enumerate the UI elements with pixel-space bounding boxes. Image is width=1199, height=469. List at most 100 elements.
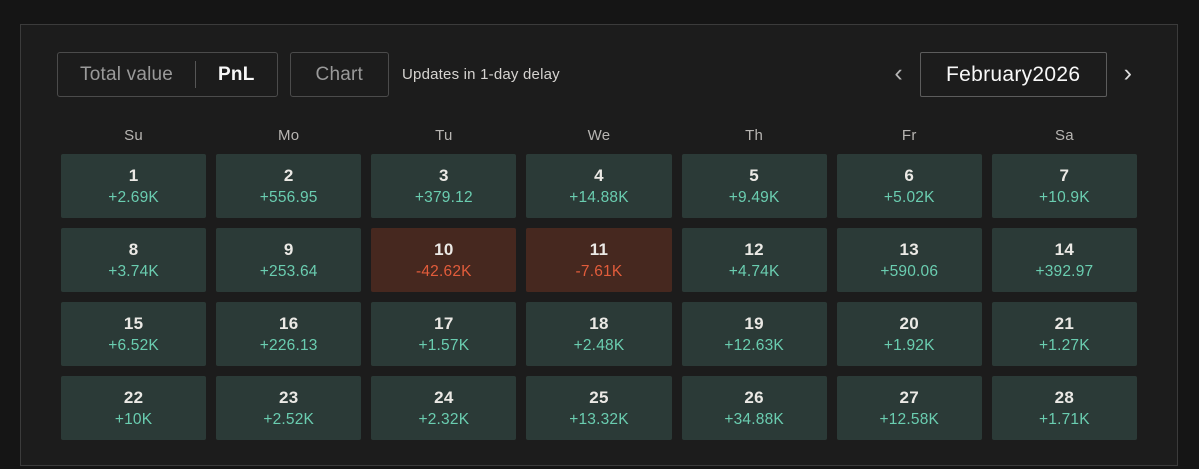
- day-pnl-value: +10.9K: [1039, 188, 1090, 206]
- day-pnl-value: +1.27K: [1039, 336, 1090, 354]
- day-number: 15: [123, 313, 144, 333]
- calendar-day-cell[interactable]: 13 +590.06: [836, 228, 982, 292]
- weekday-label: Fr: [901, 127, 917, 144]
- weekday-label: Su: [124, 127, 144, 144]
- day-number: 16: [278, 313, 299, 333]
- calendar-day-cell[interactable]: 1 +2.69K: [61, 154, 207, 218]
- day-number: 10: [434, 239, 454, 259]
- day-pnl-value: +3.74K: [108, 262, 159, 280]
- month-selector[interactable]: February2026: [919, 52, 1107, 97]
- day-pnl-value: +12.63K: [724, 336, 784, 354]
- weekday-label: Th: [745, 127, 764, 144]
- day-number: 1: [128, 165, 139, 185]
- calendar-day-cell[interactable]: 17 +1.57K: [371, 302, 517, 366]
- day-number: 2: [283, 165, 294, 185]
- day-pnl-value: +2.52K: [263, 410, 315, 428]
- day-number: 27: [899, 387, 920, 407]
- toggle-divider: [195, 61, 197, 88]
- weekday-row: Su Mo Tu We Th Fr Sa: [61, 127, 1137, 144]
- calendar-day-cell[interactable]: 14 +392.97: [991, 228, 1137, 292]
- day-number: 8: [128, 239, 139, 259]
- calendar-grid: 1 +2.69K 2 +556.95 3 +379.12 4 +14.88K 5…: [61, 154, 1137, 440]
- day-pnl-value: -7.61K: [575, 262, 623, 280]
- day-number: 21: [1054, 313, 1075, 333]
- day-number: 23: [278, 387, 299, 407]
- calendar-day-cell[interactable]: 15 +6.52K: [61, 302, 207, 366]
- day-pnl-value: +392.97: [1035, 262, 1094, 280]
- day-pnl-value: +34.88K: [724, 410, 784, 428]
- calendar-day-cell[interactable]: 12 +4.74K: [681, 228, 827, 292]
- calendar-day-cell[interactable]: 7 +10.9K: [991, 154, 1137, 218]
- day-number: 28: [1054, 387, 1075, 407]
- day-pnl-value: +13.32K: [569, 410, 629, 428]
- chart-button[interactable]: Chart: [289, 52, 390, 97]
- calendar-day-cell[interactable]: 6 +5.02K: [836, 154, 982, 218]
- day-number: 7: [1059, 165, 1070, 185]
- toggle-option-pnl[interactable]: PnL: [218, 64, 255, 85]
- day-pnl-value: +590.06: [880, 262, 939, 280]
- calendar-day-cell[interactable]: 11 -7.61K: [526, 228, 672, 292]
- day-number: 25: [589, 387, 609, 407]
- day-pnl-value: +1.92K: [883, 336, 935, 354]
- day-pnl-value: +2.69K: [108, 188, 159, 206]
- calendar-day-cell[interactable]: 5 +9.49K: [681, 154, 827, 218]
- day-number: 18: [589, 313, 609, 333]
- pnl-calendar-panel: Total value PnL Chart Updates in 1-day d…: [20, 24, 1178, 466]
- calendar-day-cell[interactable]: 9 +253.64: [216, 228, 362, 292]
- calendar-day-cell[interactable]: 28 +1.71K: [991, 376, 1137, 440]
- view-toggle: Total value PnL: [57, 52, 278, 97]
- day-number: 4: [594, 165, 604, 185]
- calendar-day-cell[interactable]: 10 -42.62K: [371, 228, 517, 292]
- calendar-day-cell[interactable]: 19 +12.63K: [681, 302, 827, 366]
- toolbar: Total value PnL Chart Updates in 1-day d…: [57, 52, 1141, 97]
- calendar-day-cell[interactable]: 16 +226.13: [216, 302, 362, 366]
- calendar-day-cell[interactable]: 2 +556.95: [216, 154, 362, 218]
- weekday-label: Sa: [1054, 127, 1074, 144]
- day-number: 22: [123, 387, 144, 407]
- calendar-day-cell[interactable]: 3 +379.12: [371, 154, 517, 218]
- day-pnl-value: +2.48K: [573, 336, 625, 354]
- day-pnl-value: +9.49K: [728, 188, 780, 206]
- next-month-chevron-icon[interactable]: ›: [1115, 60, 1141, 89]
- day-pnl-value: +4.74K: [728, 262, 780, 280]
- calendar-day-cell[interactable]: 25 +13.32K: [526, 376, 672, 440]
- day-pnl-value: +5.02K: [883, 188, 935, 206]
- calendar-day-cell[interactable]: 18 +2.48K: [526, 302, 672, 366]
- day-number: 19: [744, 313, 764, 333]
- day-number: 3: [438, 165, 449, 185]
- day-number: 11: [589, 239, 609, 259]
- day-number: 13: [899, 239, 920, 259]
- prev-month-chevron-icon[interactable]: ‹: [885, 60, 911, 89]
- day-pnl-value: -42.62K: [416, 262, 472, 280]
- day-pnl-value: +14.88K: [569, 188, 629, 206]
- day-number: 14: [1054, 239, 1075, 259]
- weekday-label: We: [587, 127, 611, 144]
- calendar-day-cell[interactable]: 22 +10K: [61, 376, 207, 440]
- update-delay-note: Updates in 1-day delay: [402, 66, 560, 83]
- day-number: 12: [744, 239, 764, 259]
- day-pnl-value: +1.71K: [1039, 410, 1090, 428]
- day-number: 17: [434, 313, 454, 333]
- calendar-day-cell[interactable]: 8 +3.74K: [61, 228, 207, 292]
- day-pnl-value: +226.13: [259, 336, 318, 354]
- day-pnl-value: +12.58K: [879, 410, 940, 428]
- day-pnl-value: +253.64: [259, 262, 318, 280]
- calendar-day-cell[interactable]: 4 +14.88K: [526, 154, 672, 218]
- day-number: 9: [283, 239, 294, 259]
- day-pnl-value: +10K: [114, 410, 153, 428]
- day-number: 20: [899, 313, 920, 333]
- weekday-label: Mo: [277, 127, 300, 144]
- calendar-day-cell[interactable]: 20 +1.92K: [836, 302, 982, 366]
- calendar-day-cell[interactable]: 21 +1.27K: [991, 302, 1137, 366]
- day-number: 24: [434, 387, 454, 407]
- day-number: 26: [744, 387, 764, 407]
- calendar-day-cell[interactable]: 26 +34.88K: [681, 376, 827, 440]
- calendar-day-cell[interactable]: 23 +2.52K: [216, 376, 362, 440]
- day-pnl-value: +2.32K: [418, 410, 470, 428]
- day-pnl-value: +1.57K: [418, 336, 470, 354]
- calendar-day-cell[interactable]: 24 +2.32K: [371, 376, 517, 440]
- day-number: 6: [904, 165, 915, 185]
- calendar-day-cell[interactable]: 27 +12.58K: [836, 376, 982, 440]
- toggle-option-total-value[interactable]: Total value: [80, 64, 174, 85]
- month-navigation: ‹ February2026 ›: [885, 52, 1141, 97]
